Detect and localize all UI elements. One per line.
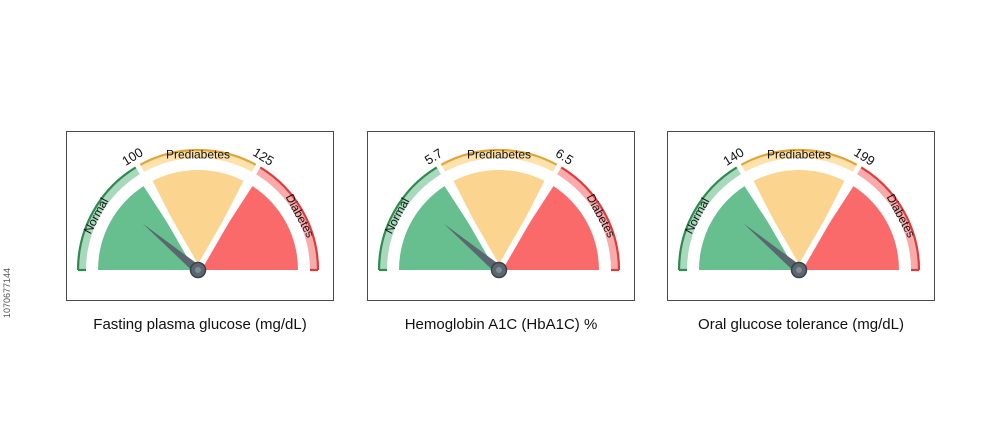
- label-prediabetes: Prediabetes: [467, 148, 531, 162]
- wedge-diabetes: [198, 186, 298, 270]
- gauge-panel-hba1c: Normal Prediabetes Diabetes 5.7 6.5: [367, 131, 635, 301]
- ring-prediabetes: [441, 150, 557, 172]
- needle-hub-center: [195, 267, 201, 273]
- wedge-prediabetes: [753, 170, 845, 270]
- needle: [743, 223, 802, 274]
- wedge-diabetes: [799, 186, 899, 270]
- wedge-separator: [144, 181, 201, 272]
- ring-prediabetes-border: [740, 148, 858, 166]
- ring-diabetes-border: [259, 166, 320, 271]
- wedge-prediabetes: [453, 170, 545, 270]
- needle-hub-center: [496, 267, 502, 273]
- caption-ogtt: Oral glucose tolerance (mg/dL): [698, 316, 904, 333]
- wedge-diabetes: [499, 186, 599, 270]
- wedge-separator: [745, 181, 802, 272]
- wedge-separator: [796, 181, 853, 272]
- label-prediabetes: Prediabetes: [166, 148, 230, 162]
- wedge-prediabetes: [152, 170, 244, 270]
- ring-diabetes-border: [560, 166, 621, 271]
- caption-hba1c: Hemoglobin A1C (HbA1C) %: [404, 316, 598, 333]
- ring-normal-border: [677, 166, 738, 271]
- wedge-separator: [445, 181, 502, 272]
- ring-prediabetes-border: [139, 148, 257, 166]
- caption-fasting: Fasting plasma glucose (mg/dL): [93, 316, 307, 333]
- ring-normal-border: [76, 166, 137, 271]
- ring-prediabetes: [741, 150, 857, 172]
- gauge-panel-fasting: Normal Prediabetes Diabetes 100 125: [66, 131, 334, 301]
- needle-hub-center: [796, 267, 802, 273]
- ring-diabetes-border: [860, 166, 921, 271]
- ring-prediabetes-border: [440, 148, 558, 166]
- ring-normal-border: [377, 166, 438, 271]
- wedge-separator: [496, 181, 553, 272]
- gauge-panel-ogtt: Normal Prediabetes Diabetes 140 199: [667, 131, 935, 301]
- label-prediabetes: Prediabetes: [767, 148, 831, 162]
- ring-prediabetes: [140, 150, 256, 172]
- needle: [443, 223, 502, 274]
- stock-id: 1070677144: [2, 267, 12, 318]
- wedge-separator: [195, 181, 252, 272]
- needle: [142, 223, 201, 274]
